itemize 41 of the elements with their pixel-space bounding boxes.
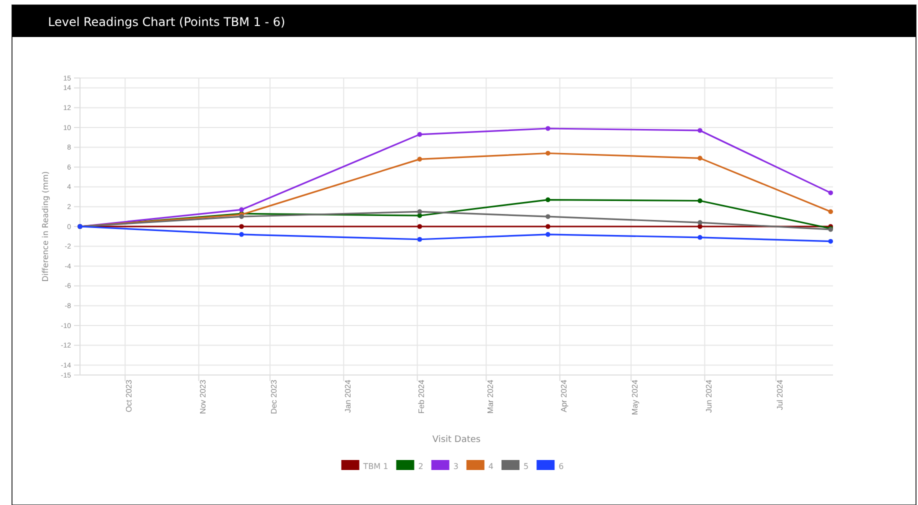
point [239,232,244,237]
legend-label: TBM 1 [362,462,388,471]
point [417,156,422,162]
x-axis-title: Visit Dates [432,435,481,445]
x-tick-label: Jan 2024 [343,379,352,413]
point [546,150,550,156]
x-tick-label: Jul 2024 [776,379,785,410]
y-axis-title: Difference in Reading (mm) [41,171,50,282]
point [546,197,550,202]
legend-label: 2 [418,462,424,471]
x-tick-label: Nov 2023 [198,379,208,414]
point [698,235,702,240]
x-tick-label: Apr 2024 [559,379,568,412]
legend-label: 4 [488,462,494,471]
legend-label: 5 [524,462,529,471]
x-tick-label: Dec 2023 [270,379,279,414]
x-tick-label: Feb 2024 [416,379,426,414]
point [417,209,422,214]
point [546,224,550,229]
point [417,224,422,229]
point [546,126,550,131]
point [698,220,702,225]
x-tick-label: Oct 2023 [124,379,134,412]
point [698,198,702,204]
point [417,132,422,137]
point [546,232,550,237]
chart-title: Level Readings Chart (Points TBM 1 - 6) [48,15,286,29]
x-tick-label: May 2024 [630,379,640,415]
point [828,190,834,196]
point [239,224,244,229]
legend-label: 6 [558,462,564,471]
point [828,238,834,244]
point [698,128,702,133]
point [417,236,422,242]
x-tick-label: Jun 2024 [704,379,714,413]
point [239,207,244,212]
point [698,156,702,161]
legend-label: 3 [453,462,458,471]
point [828,209,834,214]
x-tick-label: Mar 2024 [486,379,495,414]
point [546,214,550,219]
